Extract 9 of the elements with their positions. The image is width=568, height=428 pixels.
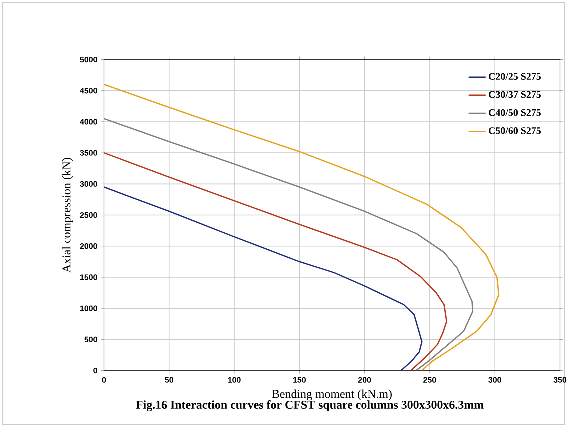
line-series [104,186,423,371]
x-axis-title: Bending moment (kN.m) [272,390,392,401]
legend-label: C20/25 S275 [489,73,542,80]
legend-label: C30/37 S275 [489,91,542,98]
y-axis-title: Axial compression (kN) [62,158,74,273]
legend-label: C50/60 S275 [489,128,542,134]
legend-label: C40/50 S275 [489,109,542,116]
line-series [104,118,474,371]
caption: Fig.16 Interaction curves for CFST square columns 300x300x6.3mm [136,400,484,412]
